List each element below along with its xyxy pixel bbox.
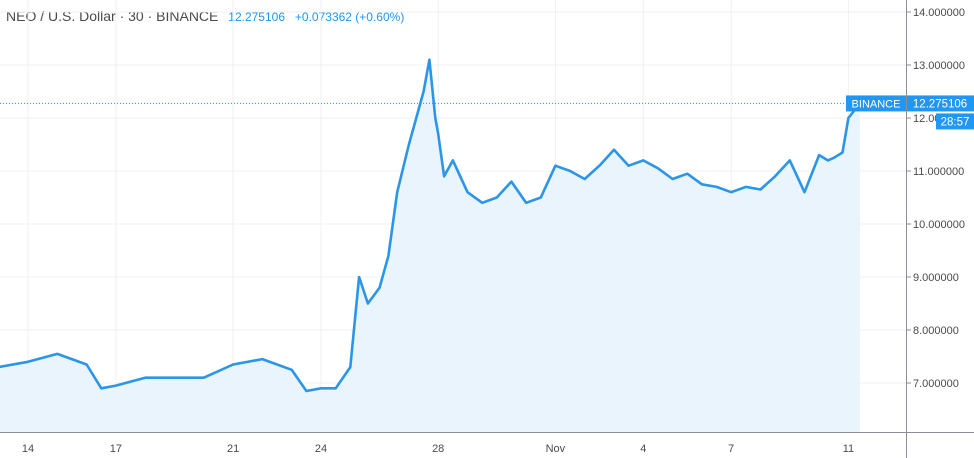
price-change: +0.073362 (+0.60%) xyxy=(294,10,405,24)
x-tick-label: 7 xyxy=(728,443,734,455)
countdown-tag: 28:57 xyxy=(941,116,970,128)
countdown-tag-bg xyxy=(936,113,974,130)
y-tick-label: 14.000000 xyxy=(913,7,965,19)
exchange-tag: BINANCE xyxy=(852,98,901,110)
x-tick-label: Nov xyxy=(546,443,566,455)
x-tick-label: 17 xyxy=(110,443,122,455)
y-tick-label: 11.000000 xyxy=(913,166,964,178)
series-line xyxy=(0,58,862,393)
x-tick-label: 24 xyxy=(315,443,327,455)
x-tick-label: 14 xyxy=(22,443,34,455)
y-tick-label: 7.000000 xyxy=(913,378,959,390)
last-price-tag-bg xyxy=(907,95,974,112)
exchange-tag-bg xyxy=(846,95,906,112)
x-tick-label: 21 xyxy=(227,443,239,455)
y-tick-label: 9.000000 xyxy=(913,272,959,284)
series-area xyxy=(0,59,861,432)
x-tick-label: 4 xyxy=(640,443,646,455)
last-price-tag: 12.275106 xyxy=(913,98,967,110)
x-tick-label: 11 xyxy=(843,443,854,455)
y-tick-label: 13.000000 xyxy=(913,60,965,72)
y-tick-label: 10.000000 xyxy=(913,219,965,231)
x-tick-label: 28 xyxy=(432,443,444,455)
last-price: 12.275106 xyxy=(228,10,286,24)
y-tick-label: 8.000000 xyxy=(913,325,959,337)
